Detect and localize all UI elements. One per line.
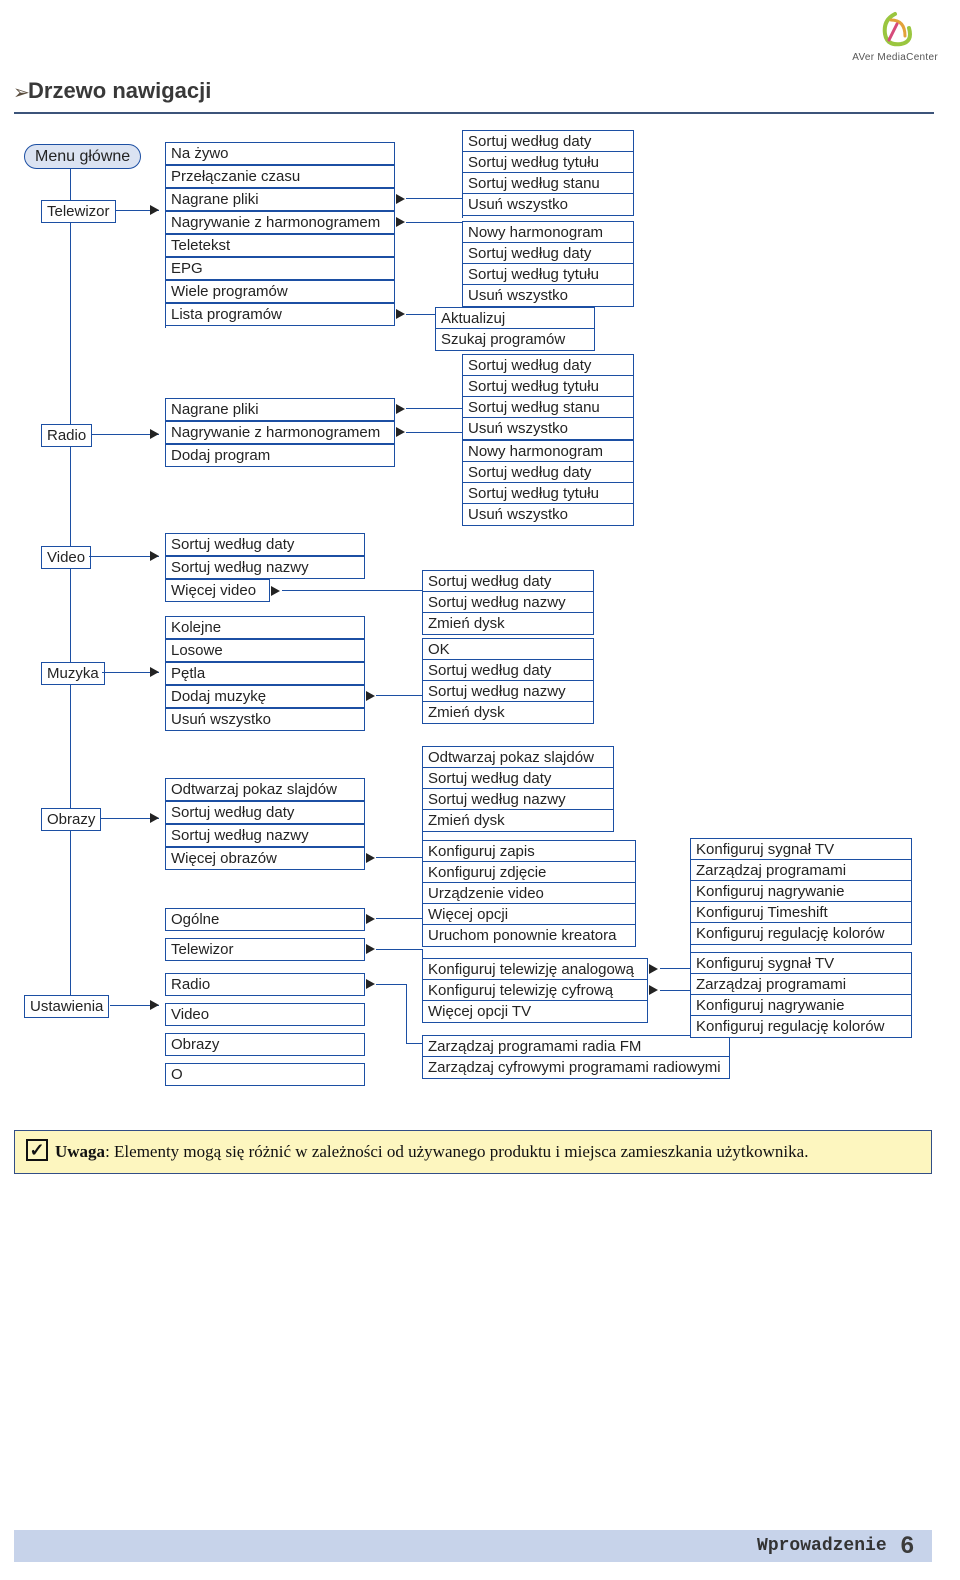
settings-item: Radio [165, 973, 365, 996]
settings-item: Ogólne [165, 908, 365, 931]
footer-section: Wprowadzenie [757, 1536, 887, 1556]
settings-item: Obrazy [165, 1033, 365, 1056]
col3-item: Zmień dysk [422, 612, 594, 635]
col3-item: Odtwarzaj pokaz slajdów [422, 746, 614, 769]
col4-item: Konfiguruj nagrywanie [690, 994, 912, 1017]
tv-item: Lista programów [165, 303, 395, 326]
col3-item: Sortuj według nazwy [422, 591, 594, 614]
col3-item: Szukaj programów [435, 328, 595, 351]
col3-item: Konfiguruj telewizję cyfrową [422, 979, 648, 1002]
col3-item: Konfiguruj zapis [422, 840, 636, 863]
col3-item: Sortuj według daty [462, 461, 634, 484]
col3-item: Konfiguruj telewizję analogową [422, 958, 648, 981]
footer: Wprowadzenie 6 [14, 1530, 932, 1562]
settings-item: Video [165, 1003, 365, 1026]
images-item: Sortuj według daty [165, 801, 365, 824]
col3-item: Więcej opcji [422, 903, 636, 926]
images-item: Odtwarzaj pokaz slajdów [165, 778, 365, 801]
col3-item: Sortuj według nazwy [422, 788, 614, 811]
col3-item: Usuń wszystko [462, 193, 634, 216]
tv-item: EPG [165, 257, 395, 280]
music-item: Losowe [165, 639, 365, 662]
col3-item: Sortuj według daty [462, 354, 634, 377]
col3-item: Aktualizuj [435, 307, 595, 330]
col3-item: Konfiguruj zdjęcie [422, 861, 636, 884]
col3-item: Usuń wszystko [462, 284, 634, 307]
col3-item: Usuń wszystko [462, 417, 634, 440]
col3-item: Sortuj według daty [422, 570, 594, 593]
radio-item: Nagrywanie z harmonogramem [165, 421, 395, 444]
col3-item: Zarządzaj cyfrowymi programami radiowymi [422, 1056, 730, 1079]
col3-item: Sortuj według nazwy [422, 680, 594, 703]
tv-item: Wiele programów [165, 280, 395, 303]
images-item: Więcej obrazów [165, 847, 365, 870]
col3-item: Zarządzaj programami radia FM [422, 1035, 730, 1058]
col4-item: Konfiguruj Timeshift [690, 901, 912, 924]
music-item: Kolejne [165, 616, 365, 639]
music-item: Usuń wszystko [165, 708, 365, 731]
col3-item: Sortuj według stanu [462, 396, 634, 419]
col3-item: OK [422, 638, 594, 661]
page-title: Drzewo nawigacji [28, 78, 211, 104]
col3-item: Sortuj według tytułu [462, 263, 634, 286]
tv-item: Teletekst [165, 234, 395, 257]
logo-caption: AVer MediaCenter [852, 52, 938, 63]
tv-item: Nagrywanie z harmonogramem [165, 211, 395, 234]
settings-item: O [165, 1063, 365, 1086]
col3-item: Sortuj według daty [462, 242, 634, 265]
col3-item: Urządzenie video [422, 882, 636, 905]
note-bold: Uwaga [55, 1142, 105, 1161]
col4-item: Konfiguruj regulację kolorów [690, 1015, 912, 1038]
col3-item: Zmień dysk [422, 701, 594, 724]
note-text: : Elementy mogą się różnić w zależności … [105, 1142, 808, 1161]
col3-item: Sortuj według tytułu [462, 151, 634, 174]
col3-item: Sortuj według daty [422, 659, 594, 682]
col3-item: Więcej opcji TV [422, 1000, 648, 1023]
col3-item: Nowy harmonogram [462, 221, 634, 244]
col3-item: Sortuj według daty [462, 130, 634, 153]
col4-item: Konfiguruj sygnał TV [690, 838, 912, 861]
video-item: Sortuj według nazwy [165, 556, 365, 579]
node-obrazy: Obrazy [41, 808, 101, 831]
images-item: Sortuj według nazwy [165, 824, 365, 847]
video-item: Sortuj według daty [165, 533, 365, 556]
tv-item: Przełączanie czasu [165, 165, 395, 188]
col3-item: Uruchom ponownie kreatora [422, 924, 636, 947]
col3-item: Usuń wszystko [462, 503, 634, 526]
col4-item: Konfiguruj regulację kolorów [690, 922, 912, 945]
node-ustawienia: Ustawienia [24, 995, 109, 1018]
music-item: Dodaj muzykę [165, 685, 365, 708]
node-muzyka: Muzyka [41, 662, 105, 685]
col3-item: Zmień dysk [422, 809, 614, 832]
tv-item: Na żywo [165, 142, 395, 165]
col3-item: Sortuj według tytułu [462, 482, 634, 505]
col3-item: Nowy harmonogram [462, 440, 634, 463]
node-telewizor: Telewizor [41, 200, 116, 223]
col4-item: Zarządzaj programami [690, 973, 912, 996]
check-icon: ✓ [26, 1139, 48, 1161]
nav-tree-diagram: Menu główne Telewizor Radio Video Muzyka… [24, 138, 938, 1128]
settings-item: Telewizor [165, 938, 365, 961]
col4-item: Zarządzaj programami [690, 859, 912, 882]
logo: AVer MediaCenter [852, 10, 938, 63]
note-box: ✓ Uwaga: Elementy mogą się różnić w zale… [14, 1130, 932, 1174]
node-video: Video [41, 546, 91, 569]
footer-pagenum: 6 [901, 1532, 914, 1560]
music-item: Pętla [165, 662, 365, 685]
col3-item: Sortuj według daty [422, 767, 614, 790]
node-root: Menu główne [24, 144, 141, 169]
radio-item: Dodaj program [165, 444, 395, 467]
title-rule [14, 112, 934, 114]
logo-icon [875, 10, 915, 50]
radio-item: Nagrane pliki [165, 398, 395, 421]
col4-item: Konfiguruj nagrywanie [690, 880, 912, 903]
node-radio: Radio [41, 424, 92, 447]
tv-item: Nagrane pliki [165, 188, 395, 211]
col4-item: Konfiguruj sygnał TV [690, 952, 912, 975]
col3-item: Sortuj według stanu [462, 172, 634, 195]
col3-item: Sortuj według tytułu [462, 375, 634, 398]
video-item: Więcej video [165, 579, 270, 602]
